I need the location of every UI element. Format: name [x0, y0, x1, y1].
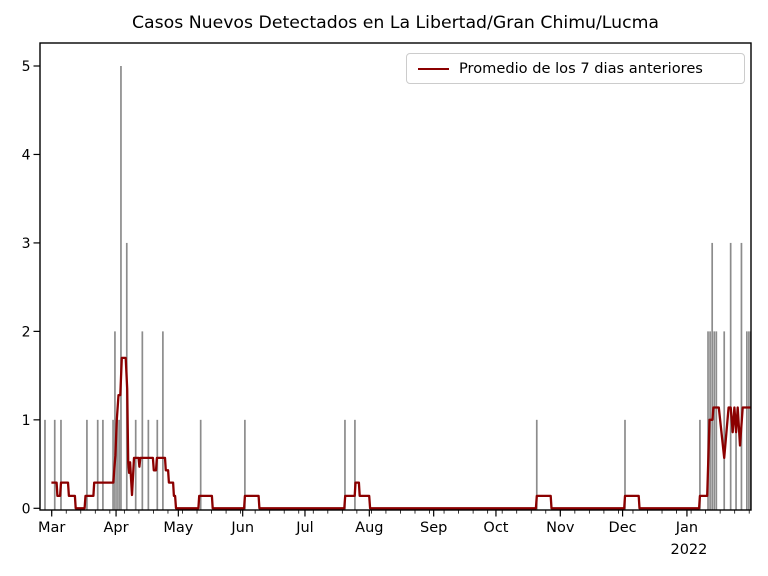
- x-tick-label: Aug: [355, 520, 383, 536]
- daily-cases-bar: [102, 419, 104, 510]
- daily-cases-bar: [746, 331, 748, 510]
- x-tick-label: Oct: [483, 520, 508, 536]
- y-tick-label: 4: [22, 147, 31, 163]
- daily-cases-bar: [60, 419, 62, 510]
- daily-cases-bar: [624, 419, 626, 510]
- daily-cases-bar: [748, 331, 750, 510]
- data-layer: [44, 66, 751, 510]
- legend-label: Promedio de los 7 dias anteriores: [459, 60, 703, 77]
- y-tick-label: 3: [22, 236, 31, 252]
- daily-cases-bar: [707, 331, 709, 510]
- daily-cases-bar: [715, 331, 718, 510]
- daily-cases-bar: [53, 419, 56, 510]
- y-tick-label: 5: [22, 59, 31, 75]
- daily-cases-bar: [723, 331, 726, 510]
- daily-cases-bar: [147, 419, 150, 510]
- x-year-label: 2022: [670, 542, 707, 558]
- daily-cases-bar: [120, 66, 122, 510]
- daily-cases-bar: [86, 419, 88, 510]
- daily-cases-bar: [711, 242, 714, 510]
- x-tick-label: Apr: [104, 520, 129, 536]
- daily-cases-bar: [162, 331, 164, 510]
- daily-cases-bar: [735, 419, 737, 510]
- axes-frame: [39, 42, 752, 511]
- legend: Promedio de los 7 dias anteriores: [406, 53, 745, 84]
- daily-cases-bar: [344, 419, 346, 510]
- daily-cases-bar: [244, 419, 246, 510]
- daily-cases-bar: [740, 242, 743, 510]
- y-tick-label: 2: [22, 324, 31, 340]
- x-tick-label: May: [163, 520, 193, 536]
- y-tick-label: 0: [22, 501, 31, 517]
- daily-cases-bar: [699, 419, 701, 510]
- legend-line-swatch-icon: [418, 67, 449, 70]
- daily-cases-bar: [114, 331, 116, 510]
- x-tick-label: Nov: [546, 520, 575, 536]
- daily-cases-bar: [729, 242, 732, 510]
- daily-cases-bar: [134, 419, 137, 510]
- x-tick-label: Mar: [38, 520, 65, 536]
- chart-title: Casos Nuevos Detectados en La Libertad/G…: [131, 13, 660, 33]
- x-tick-label: Jul: [295, 520, 314, 536]
- daily-cases-bar: [199, 419, 202, 510]
- daily-cases-bar: [96, 419, 99, 510]
- daily-cases-bar: [141, 331, 144, 510]
- daily-cases-bar: [713, 331, 716, 510]
- x-tick-label: Sep: [420, 520, 447, 536]
- daily-cases-bar: [354, 419, 356, 510]
- daily-cases-bar: [118, 419, 120, 510]
- x-tick-label: Jan: [675, 520, 698, 536]
- daily-cases-bar: [535, 419, 538, 510]
- daily-cases-bar: [112, 419, 114, 510]
- y-tick-label: 1: [22, 413, 31, 429]
- average-line: [51, 356, 751, 510]
- daily-cases-bar: [44, 419, 46, 510]
- x-tick-label: Dec: [609, 520, 637, 536]
- daily-cases-bar: [116, 419, 118, 510]
- x-tick-label: Jun: [230, 520, 254, 536]
